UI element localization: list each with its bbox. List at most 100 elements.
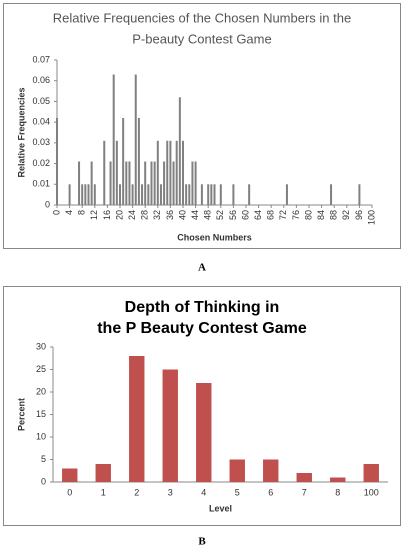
bar [219, 184, 222, 205]
x-tick-label: 8 [77, 210, 87, 215]
y-tick-label: 0.04 [32, 117, 50, 127]
y-tick-label: 10 [36, 431, 46, 441]
bar [330, 184, 333, 205]
chart-title: the P Beauty Contest Game [97, 320, 307, 337]
x-tick-label: 84 [316, 210, 326, 220]
bar [363, 464, 379, 482]
bar [178, 97, 181, 205]
bar [122, 118, 125, 205]
bar [90, 161, 93, 205]
x-axis-label: Chosen Numbers [177, 232, 252, 242]
x-tick-label: 24 [127, 210, 137, 220]
bar [134, 74, 137, 205]
bar [144, 161, 147, 205]
x-tick-label: 60 [240, 210, 250, 220]
chart-title: Relative Frequencies of the Chosen Numbe… [53, 10, 351, 25]
y-axis-label: Relative Frequencies [16, 87, 26, 177]
y-tick-label: 25 [36, 364, 46, 374]
x-tick-label: 80 [303, 210, 313, 220]
bar [191, 161, 194, 205]
bar [115, 140, 118, 205]
bar [166, 140, 169, 205]
bar [103, 140, 106, 205]
x-tick-label: 12 [89, 210, 99, 220]
bar [62, 468, 78, 482]
bar [147, 184, 150, 205]
x-tick-label: 0 [51, 210, 61, 215]
bar [125, 161, 128, 205]
x-tick-label: 64 [253, 210, 263, 220]
bar [172, 161, 175, 205]
bar [112, 74, 115, 205]
bar [129, 356, 145, 482]
x-tick-label: 36 [165, 210, 175, 220]
x-tick-label: 32 [152, 210, 162, 220]
bar [93, 184, 96, 205]
x-tick-label: 3 [168, 487, 173, 497]
bar [185, 184, 188, 205]
panel-label: A [198, 262, 206, 274]
bar [119, 184, 121, 205]
y-tick-label: 20 [36, 386, 46, 396]
x-tick-label: 52 [215, 210, 225, 220]
chart-title: P-beauty Contest Game [132, 31, 271, 46]
x-axis-label: Level [209, 503, 232, 513]
y-axis-label: Percent [16, 398, 26, 431]
bar [169, 140, 172, 205]
bar [330, 477, 346, 482]
x-tick-label: 4 [64, 210, 74, 215]
x-tick-label: 5 [235, 487, 240, 497]
x-tick-label: 92 [341, 210, 351, 220]
y-tick-label: 0 [41, 476, 46, 486]
bar [109, 161, 112, 205]
x-tick-label: 16 [102, 210, 112, 220]
bar [87, 184, 90, 205]
bar [162, 369, 178, 482]
bar [153, 161, 156, 205]
bar [188, 184, 191, 205]
bar [56, 118, 58, 205]
bar [182, 140, 184, 205]
bar [137, 118, 140, 205]
bar [95, 464, 111, 482]
bar [163, 161, 166, 205]
x-tick-label: 100 [366, 210, 376, 225]
bar [159, 184, 162, 205]
x-tick-label: 0 [67, 487, 72, 497]
x-tick-label: 6 [268, 487, 273, 497]
bar [150, 161, 153, 205]
x-tick-label: 8 [335, 487, 340, 497]
x-tick-label: 7 [302, 487, 307, 497]
x-tick-label: 44 [190, 210, 200, 220]
y-tick-label: 0.06 [32, 75, 50, 85]
bar [141, 184, 144, 205]
panel-label: B [198, 536, 206, 548]
x-tick-label: 96 [354, 210, 364, 220]
bar [285, 184, 288, 205]
bar [248, 184, 251, 205]
y-tick-label: 15 [36, 409, 46, 419]
x-tick-label: 2 [134, 487, 139, 497]
x-tick-label: 76 [291, 210, 301, 220]
bar [81, 184, 84, 205]
x-tick-label: 72 [278, 210, 288, 220]
bar [131, 184, 134, 205]
bar [358, 184, 361, 205]
bar [175, 140, 178, 205]
bar [263, 459, 279, 482]
x-tick-label: 20 [114, 210, 124, 220]
y-tick-label: 0.01 [32, 179, 50, 189]
bar [296, 473, 312, 482]
x-tick-label: 1 [101, 487, 106, 497]
x-tick-label: 56 [228, 210, 238, 220]
bar [210, 184, 213, 205]
bar [68, 184, 71, 205]
bar [156, 140, 159, 205]
y-tick-label: 5 [41, 454, 46, 464]
bar [232, 184, 235, 205]
y-tick-label: 0.07 [32, 54, 50, 64]
x-tick-label: 40 [177, 210, 187, 220]
bar [128, 161, 131, 205]
bar [229, 459, 245, 482]
